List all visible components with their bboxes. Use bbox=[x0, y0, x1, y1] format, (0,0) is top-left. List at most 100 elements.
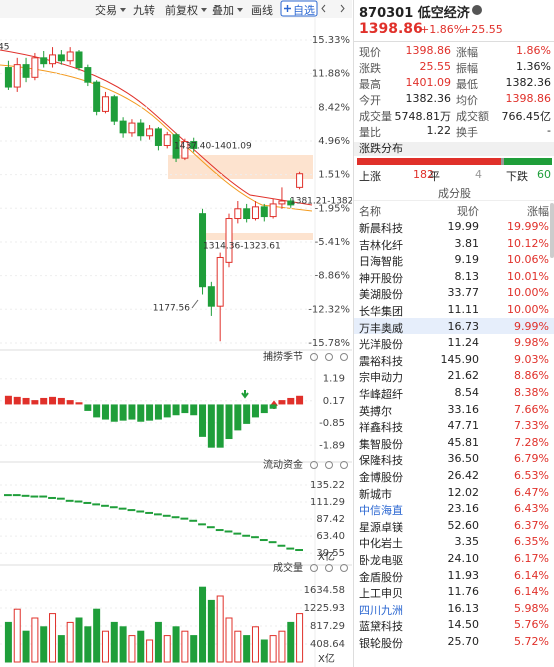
toolbar-item[interactable]: 自选 bbox=[293, 4, 315, 17]
y-tick-label: -12.32% bbox=[308, 304, 350, 315]
stock-change: 7.66% bbox=[514, 402, 549, 416]
stock-name[interactable]: 上工申贝 bbox=[359, 587, 403, 601]
indicator-bar bbox=[49, 396, 57, 405]
volume-bar bbox=[234, 630, 242, 663]
volume-bar bbox=[154, 621, 162, 663]
toolbar-item[interactable]: 前复权 bbox=[165, 2, 207, 18]
stat-value: 1401.09 bbox=[405, 76, 452, 89]
stock-change: 10.01% bbox=[507, 269, 549, 283]
stock-name[interactable]: 华峰超纤 bbox=[359, 388, 403, 401]
stock-name[interactable]: 蓝黛科技 bbox=[359, 620, 403, 634]
quote-change-pct: +1.86% bbox=[420, 23, 465, 36]
stock-name[interactable]: 四川九洲 bbox=[359, 603, 403, 617]
y-tick-label: 15.33% bbox=[312, 35, 350, 46]
zone-box bbox=[200, 233, 313, 240]
distribution-count: 4 bbox=[475, 168, 482, 181]
volume-bar bbox=[49, 613, 57, 663]
stock-name[interactable]: 中化岩土 bbox=[359, 537, 403, 551]
stock-name[interactable]: 新晨科技 bbox=[359, 222, 403, 235]
stock-name[interactable]: 新城市 bbox=[359, 487, 392, 501]
volume-bar bbox=[128, 635, 136, 663]
indicator-bar bbox=[260, 404, 268, 414]
stat-label: 换手 bbox=[456, 126, 478, 139]
y-tick-label: 8.42% bbox=[318, 102, 350, 113]
stock-name[interactable]: 吉林化纤 bbox=[359, 238, 403, 252]
stock-change: 6.43% bbox=[514, 502, 549, 516]
stock-name[interactable]: 银轮股份 bbox=[359, 637, 403, 650]
candle-body bbox=[278, 200, 286, 205]
stock-name[interactable]: 长华集团 bbox=[359, 305, 403, 318]
volume-bar bbox=[225, 617, 233, 663]
volume-bar bbox=[287, 621, 295, 663]
add-watch-box[interactable] bbox=[280, 0, 318, 17]
stock-name[interactable]: 祥鑫科技 bbox=[359, 421, 403, 435]
toolbar-item[interactable]: 叠加 bbox=[212, 2, 243, 18]
stock-name[interactable]: 日海智能 bbox=[359, 255, 403, 269]
stock-name[interactable]: 金盾股份 bbox=[359, 570, 403, 584]
stock-name[interactable]: 宗申动力 bbox=[359, 371, 403, 385]
ma-line bbox=[0, 64, 313, 212]
volume-bar bbox=[57, 635, 65, 663]
candle-body bbox=[199, 213, 207, 288]
volume-bar bbox=[40, 626, 48, 663]
stock-name[interactable]: 中信海直 bbox=[359, 504, 403, 518]
candle-body bbox=[84, 67, 92, 83]
panel-icons[interactable] bbox=[310, 353, 348, 572]
divider bbox=[354, 41, 554, 42]
stock-name[interactable]: 光洋股份 bbox=[359, 338, 403, 352]
candle-body bbox=[4, 67, 12, 88]
stock-change: 5.98% bbox=[514, 601, 549, 615]
candle-body bbox=[119, 120, 127, 134]
toolbar-item[interactable]: 画线 bbox=[251, 4, 273, 17]
stock-name[interactable]: 英搏尔 bbox=[359, 404, 392, 418]
stock-name[interactable]: 金博股份 bbox=[359, 471, 403, 484]
stock-price: 11.11 bbox=[447, 303, 480, 316]
panel-title: 成交量 bbox=[273, 561, 303, 574]
stock-name[interactable]: 星源卓镁 bbox=[359, 520, 403, 534]
stock-name[interactable]: 神开股份 bbox=[359, 271, 403, 285]
toolbar-item[interactable]: 九转 bbox=[133, 4, 155, 17]
quote-panel: 870301 低空经济 1398.86 +1.86% +25.55 现价 1398.86 涨… bbox=[353, 0, 554, 667]
toolbar-item[interactable]: 交易 bbox=[95, 2, 126, 18]
stock-name[interactable]: 美湖股份 bbox=[359, 288, 403, 302]
stat-value: 1398.86 bbox=[405, 44, 452, 57]
indicator-bar bbox=[199, 404, 207, 437]
candle-body bbox=[110, 96, 118, 122]
stock-change: 9.98% bbox=[514, 336, 549, 350]
stock-change: 6.17% bbox=[514, 552, 549, 565]
stock-change: 6.14% bbox=[514, 568, 549, 582]
info-icon[interactable] bbox=[472, 5, 482, 15]
candle-body bbox=[181, 141, 189, 159]
stock-price: 45.81 bbox=[447, 435, 480, 449]
volume-bar bbox=[278, 630, 286, 663]
stock-price: 16.13 bbox=[447, 601, 480, 615]
indicator-bar bbox=[278, 400, 286, 405]
stock-name[interactable]: 卧龙电驱 bbox=[359, 554, 403, 567]
candle-body bbox=[296, 173, 304, 188]
y-tick-label: -1.95% bbox=[315, 203, 350, 214]
stock-name[interactable]: 保隆科技 bbox=[359, 454, 403, 468]
price-annotation: 1177.56 bbox=[153, 304, 190, 314]
volume-bar bbox=[13, 608, 21, 663]
volume-bar bbox=[251, 626, 259, 663]
y-tick-label: 63.40 bbox=[316, 531, 345, 542]
candle-body bbox=[234, 208, 242, 220]
price-annotation: 45 bbox=[0, 43, 9, 53]
y-tick-label: 11.88% bbox=[312, 69, 350, 80]
stock-name[interactable]: 集智股份 bbox=[359, 437, 403, 451]
stock-price: 19.99 bbox=[447, 220, 480, 233]
stock-name[interactable]: 万丰奥威 bbox=[359, 321, 403, 335]
volume-bar bbox=[119, 626, 127, 663]
nav-arrows[interactable] bbox=[321, 4, 345, 13]
stock-price: 23.16 bbox=[447, 502, 480, 516]
stock-price: 9.19 bbox=[454, 253, 480, 267]
stat-value: 766.45亿 bbox=[501, 110, 552, 123]
indicator-bar bbox=[163, 404, 171, 418]
indicator-bar bbox=[207, 404, 215, 448]
volume-bar bbox=[22, 630, 30, 663]
indicator-bar bbox=[128, 404, 136, 420]
stock-name[interactable]: 震裕科技 bbox=[359, 354, 403, 368]
stock-change: 6.37% bbox=[514, 518, 549, 532]
stock-price: 145.90 bbox=[440, 352, 480, 366]
